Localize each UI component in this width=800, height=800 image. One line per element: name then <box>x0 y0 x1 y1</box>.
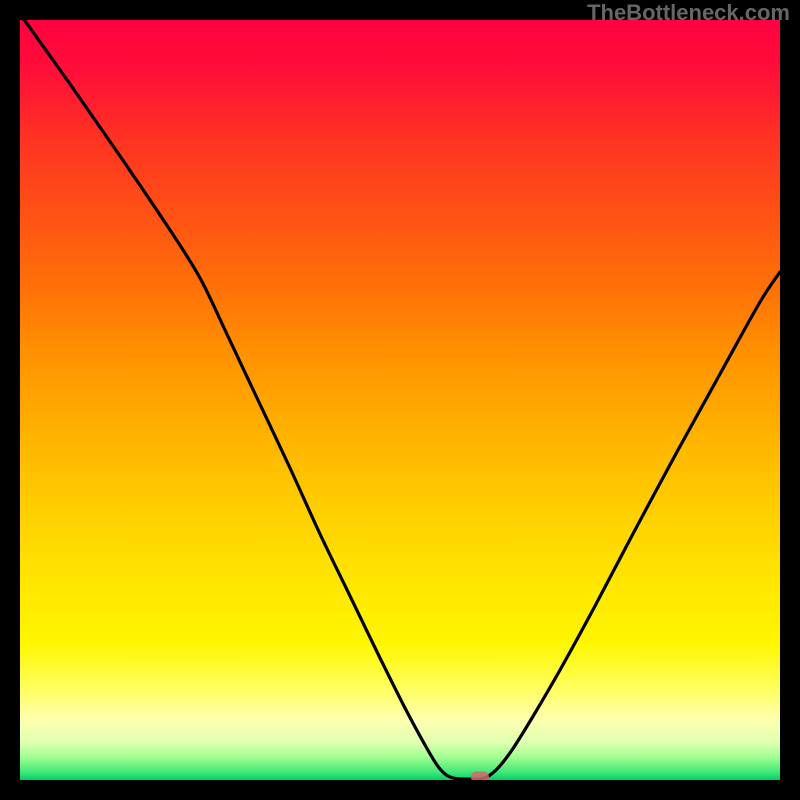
bottleneck-chart <box>20 20 780 780</box>
optimum-marker <box>471 772 489 781</box>
chart-background <box>20 20 780 780</box>
figure-canvas: TheBottleneck.com <box>0 0 800 800</box>
watermark-text: TheBottleneck.com <box>587 0 790 26</box>
